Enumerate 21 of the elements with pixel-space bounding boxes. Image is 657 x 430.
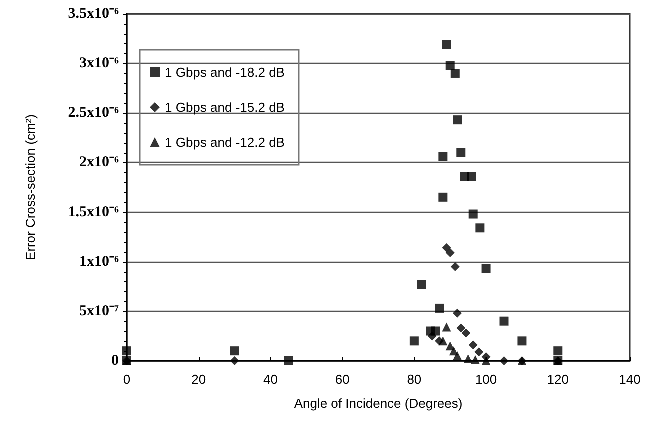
x-tick-label: 80 bbox=[407, 372, 422, 387]
x-tick-label: 100 bbox=[475, 372, 498, 387]
x-tick-label: 0 bbox=[123, 372, 131, 387]
y-tick-label: 5x10⁻⁷ bbox=[80, 303, 120, 320]
x-tick-label: 120 bbox=[547, 372, 569, 387]
x-tick-label: 140 bbox=[619, 372, 641, 387]
y-tick-label: 1x10⁻⁶ bbox=[80, 254, 120, 270]
y-tick-label: 2.5x10⁻⁶ bbox=[68, 105, 120, 122]
y-tick-label: 3.5x10⁻⁶ bbox=[68, 6, 120, 22]
y-axis-title: Error Cross-section (cm²) bbox=[23, 114, 38, 260]
y-tick-label: 1.5x10⁻⁶ bbox=[68, 204, 120, 220]
x-tick-label: 20 bbox=[192, 372, 206, 387]
y-tick-label: 3x10⁻⁶ bbox=[80, 56, 120, 72]
y-tick-label: 0 bbox=[112, 353, 119, 369]
x-axis-title: Angle of Incidence (Degrees) bbox=[294, 396, 463, 411]
y-tick-label: 2x10⁻⁶ bbox=[80, 154, 120, 171]
legend-label: 1 Gbps and -15.2 dB bbox=[165, 100, 285, 115]
x-tick-label: 60 bbox=[335, 372, 350, 387]
legend-label: 1 Gbps and -18.2 dB bbox=[165, 65, 285, 80]
legend-label: 1 Gbps and -12.2 dB bbox=[165, 135, 285, 150]
x-tick-label: 40 bbox=[263, 372, 278, 387]
